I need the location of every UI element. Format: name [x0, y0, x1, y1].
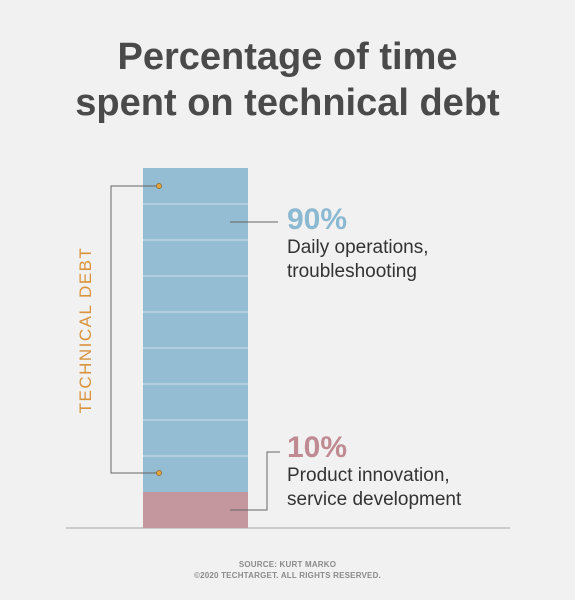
percent-label-daily-operations: 90% — [287, 203, 348, 236]
technical-debt-label-text: TECHNICAL DEBT — [76, 246, 95, 414]
description-line: troubleshooting — [287, 261, 417, 282]
annotation-product-innovation: 10% Product innovation, service developm… — [287, 432, 461, 512]
footer: SOURCE: KURT MARKO ©2020 TECHTARGET. ALL… — [0, 559, 575, 581]
bracket-dot-bottom — [156, 470, 162, 476]
bracket-dot-top — [156, 183, 162, 189]
description-line: service development — [287, 489, 462, 510]
source-note: SOURCE: KURT MARKO — [238, 560, 337, 569]
chart-title-line-1: Percentage of time — [117, 36, 458, 78]
chart-title: Percentage of time spent on technical de… — [0, 34, 575, 126]
technical-debt-bracket — [110, 185, 159, 474]
description-product-innovation: Product innovation, service development — [287, 464, 461, 512]
description-line: Product innovation, — [287, 465, 450, 486]
percent-label-product-innovation: 10% — [287, 431, 348, 464]
bar-segment-daily-operations — [143, 168, 248, 492]
annotation-daily-operations: 90% Daily operations, troubleshooting — [287, 204, 429, 284]
chart-title-line-2: spent on technical debt — [75, 82, 500, 124]
description-line: Daily operations, — [287, 237, 429, 258]
copyright-note: ©2020 TECHTARGET. ALL RIGHTS RESERVED. — [193, 571, 381, 580]
leader-line-product-innovation — [230, 451, 280, 511]
description-daily-operations: Daily operations, troubleshooting — [287, 236, 429, 284]
